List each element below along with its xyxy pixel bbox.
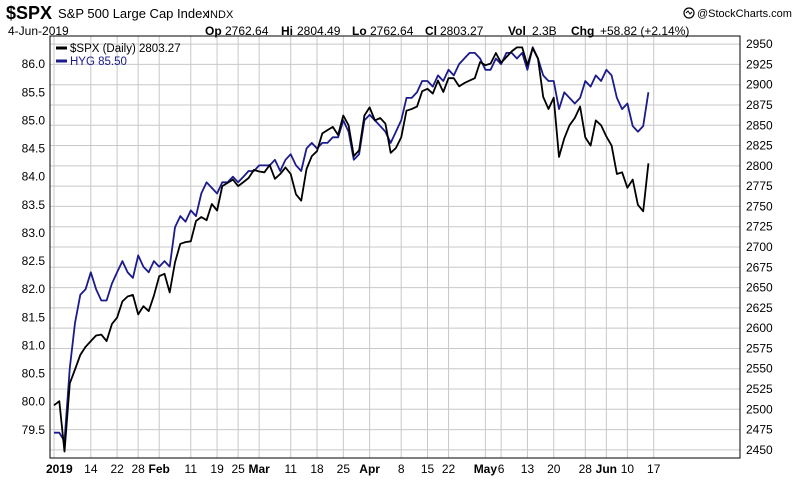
x-axis-tick-label: 18 xyxy=(310,462,324,476)
x-axis-tick-label: 28 xyxy=(579,462,593,476)
right-axis-tick-label: 2725 xyxy=(746,220,773,234)
left-axis-tick-label: 84.0 xyxy=(22,170,46,184)
volume-value: 2.3B xyxy=(532,24,557,38)
exchange-label: INDX xyxy=(207,9,234,21)
series-layer xyxy=(53,46,650,453)
x-axis-tick-label: 25 xyxy=(337,462,351,476)
right-axis-tick-label: 2575 xyxy=(746,341,773,355)
open-value: 2762.64 xyxy=(225,24,269,38)
right-axis-tick-label: 2925 xyxy=(746,57,773,71)
left-axis-tick-label: 80.0 xyxy=(22,395,46,409)
grid-lines xyxy=(50,36,740,458)
change-value: +58.82 (+2.14%) xyxy=(600,24,689,38)
legend-label-hyg: HYG 85.50 xyxy=(70,56,127,68)
x-axis-tick-label: 15 xyxy=(421,462,435,476)
open-label: Op xyxy=(205,24,222,38)
right-axis-tick-label: 2625 xyxy=(746,301,773,315)
x-axis-tick-label: Feb xyxy=(149,462,170,476)
x-axis-tick-label: 6 xyxy=(498,462,505,476)
x-axis-tick-label: 19 xyxy=(210,462,224,476)
x-axis-tick-label: 28 xyxy=(131,462,145,476)
right-axis-tick-label: 2825 xyxy=(746,139,773,153)
left-axis-tick-label: 83.5 xyxy=(22,198,46,212)
x-axis-tick-label: 14 xyxy=(84,462,98,476)
x-axis-tick-label: 20 xyxy=(547,462,561,476)
stockcharts-logo: @StockCharts.com xyxy=(683,7,792,20)
right-axis-tick-label: 2850 xyxy=(746,118,773,132)
index-name: S&P 500 Large Cap Index xyxy=(58,6,209,21)
x-axis-tick-label: 22 xyxy=(442,462,456,476)
right-axis-tick-label: 2525 xyxy=(746,382,773,396)
high-label: Hi xyxy=(281,24,293,38)
right-axis-tick-label: 2500 xyxy=(746,402,773,416)
spx-series-line xyxy=(53,46,650,453)
right-axis-tick-label: 2600 xyxy=(746,321,773,335)
low-label: Lo xyxy=(352,24,367,38)
close-label: Cl xyxy=(425,24,437,38)
x-axis-tick-label: 13 xyxy=(521,462,535,476)
x-axis-tick-label: Mar xyxy=(248,462,270,476)
x-axis-tick-label: 22 xyxy=(110,462,124,476)
left-axis-tick-label: 85.5 xyxy=(22,85,46,99)
right-axis-tick-label: 2775 xyxy=(746,179,773,193)
right-axis-tick-label: 2475 xyxy=(746,423,773,437)
right-axis-tick-label: 2800 xyxy=(746,159,773,173)
logo-text: @StockCharts.com xyxy=(697,8,792,20)
left-axis-tick-label: 86.0 xyxy=(22,57,46,71)
x-axis-tick-label: 25 xyxy=(231,462,245,476)
right-axis-tick-label: 2450 xyxy=(746,443,773,457)
change-label: Chg xyxy=(571,24,594,38)
left-axis-tick-label: 83.0 xyxy=(22,226,46,240)
left-axis-tick-label: 81.0 xyxy=(22,338,46,352)
x-axis-tick-label: 8 xyxy=(398,462,405,476)
x-axis-tick-label: Jun xyxy=(596,462,617,476)
x-axis-tick-label: 17 xyxy=(647,462,661,476)
legend-label-spx: $SPX (Daily) 2803.27 xyxy=(70,43,181,55)
axis-labels: 2450247525002525255025752600262526502675… xyxy=(22,37,773,476)
x-axis-tick-label: 10 xyxy=(621,462,635,476)
x-axis-tick-label: 11 xyxy=(284,462,297,476)
low-value: 2762.64 xyxy=(370,24,414,38)
left-axis-tick-label: 79.5 xyxy=(22,423,46,437)
x-axis-tick-label: Apr xyxy=(359,462,380,476)
right-axis-tick-label: 2550 xyxy=(746,362,773,376)
right-axis-tick-label: 2900 xyxy=(746,78,773,92)
hyg-series-line xyxy=(54,46,650,443)
left-axis-tick-label: 84.5 xyxy=(22,142,46,156)
volume-label: Vol xyxy=(508,24,526,38)
right-axis-tick-label: 2650 xyxy=(746,281,773,295)
symbol-title: $SPX xyxy=(6,3,52,23)
right-axis-tick-label: 2750 xyxy=(746,199,773,213)
right-axis-tick-label: 2875 xyxy=(746,98,773,112)
chart-legend: $SPX (Daily) 2803.27 HYG 85.50 xyxy=(56,43,181,68)
left-axis-tick-label: 85.0 xyxy=(22,113,46,127)
high-value: 2804.49 xyxy=(297,24,341,38)
plot-frame xyxy=(49,35,741,459)
stockcharts-logo-icon xyxy=(683,7,695,19)
close-value: 2803.27 xyxy=(440,24,484,38)
right-axis-tick-label: 2675 xyxy=(746,260,773,274)
right-axis-tick-label: 2950 xyxy=(746,37,773,51)
left-axis-tick-label: 81.5 xyxy=(22,310,46,324)
left-axis-tick-label: 82.5 xyxy=(22,254,46,268)
quote-date: 4-Jun-2019 xyxy=(8,24,69,38)
x-axis-tick-label: 2019 xyxy=(46,462,73,476)
left-axis-tick-label: 80.5 xyxy=(22,367,46,381)
right-axis-tick-label: 2700 xyxy=(746,240,773,254)
x-axis-tick-label: May xyxy=(474,462,498,476)
x-axis-tick-label: 11 xyxy=(185,462,198,476)
left-axis-tick-label: 82.0 xyxy=(22,282,46,296)
